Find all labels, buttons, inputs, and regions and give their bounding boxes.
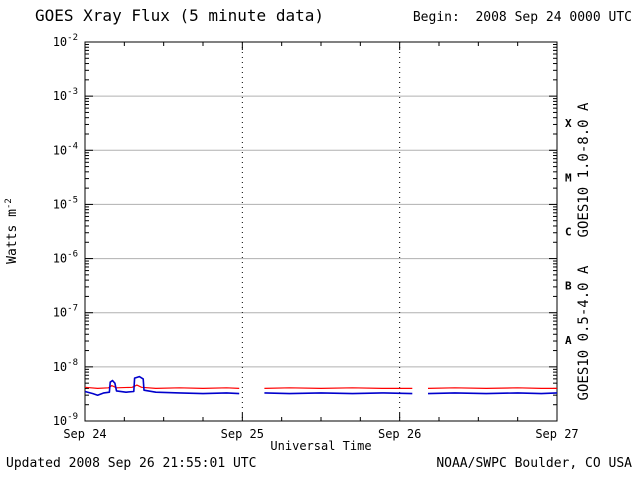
axis-ticks (84, 41, 558, 422)
flux-class-letter: A (565, 334, 572, 347)
y-axis-title-text: Watts m-2 (4, 198, 20, 264)
data-series (84, 375, 558, 396)
chart-title: GOES Xray Flux (5 minute data) (35, 6, 324, 25)
y-tick-labels: 10-2 10-3 10-4 10-5 10-6 10-7 10-8 10-9 (53, 33, 78, 428)
flux-class-letters: X M C B A (565, 117, 572, 347)
y-tick-label: 10-7 (53, 304, 78, 320)
y-axis-title: Watts m-2 (4, 198, 20, 264)
y-tick-label: 10-9 (53, 412, 78, 428)
plot-border (84, 41, 558, 422)
x-tick-label: Sep 26 (378, 427, 421, 441)
x-axis-title: Universal Time (270, 439, 371, 453)
credit-label: NOAA/SWPC Boulder, CO USA (436, 456, 632, 471)
y-tick-label: 10-6 (53, 250, 78, 266)
series-line (84, 375, 240, 396)
y-tick-label: 10-5 (53, 195, 78, 211)
gridlines (85, 42, 557, 421)
series-line (427, 392, 558, 395)
y-tick-label: 10-3 (53, 87, 78, 103)
x-tick-label: Sep 24 (63, 427, 106, 441)
flux-class-letter: C (565, 226, 572, 239)
flux-class-letter: B (565, 280, 572, 293)
flux-class-letter: X (565, 117, 572, 130)
x-tick-labels: Sep 24 Sep 25 Sep 26 Sep 27 (63, 427, 578, 441)
series-name-label: GOES10 0.5-4.0 A (576, 265, 592, 400)
x-tick-label: Sep 25 (221, 427, 264, 441)
y-tick-label: 10-2 (53, 33, 78, 49)
series-line (264, 392, 413, 395)
series-line (264, 387, 413, 389)
series-line (427, 387, 557, 389)
x-tick-label: Sep 27 (535, 427, 578, 441)
updated-timestamp: Updated 2008 Sep 26 21:55:01 UTC (6, 456, 256, 471)
plot-frame (84, 41, 558, 422)
y-tick-label: 10-8 (53, 358, 78, 374)
series-axis-labels: GOES10 1.0-8.0 A GOES10 0.5-4.0 A (576, 102, 592, 400)
series-line (84, 384, 240, 389)
flux-class-letter: M (565, 171, 572, 184)
begin-label: Begin: 2008 Sep 24 0000 UTC (413, 10, 632, 25)
series-name-label: GOES10 1.0-8.0 A (576, 102, 592, 237)
y-tick-label: 10-4 (53, 141, 78, 157)
